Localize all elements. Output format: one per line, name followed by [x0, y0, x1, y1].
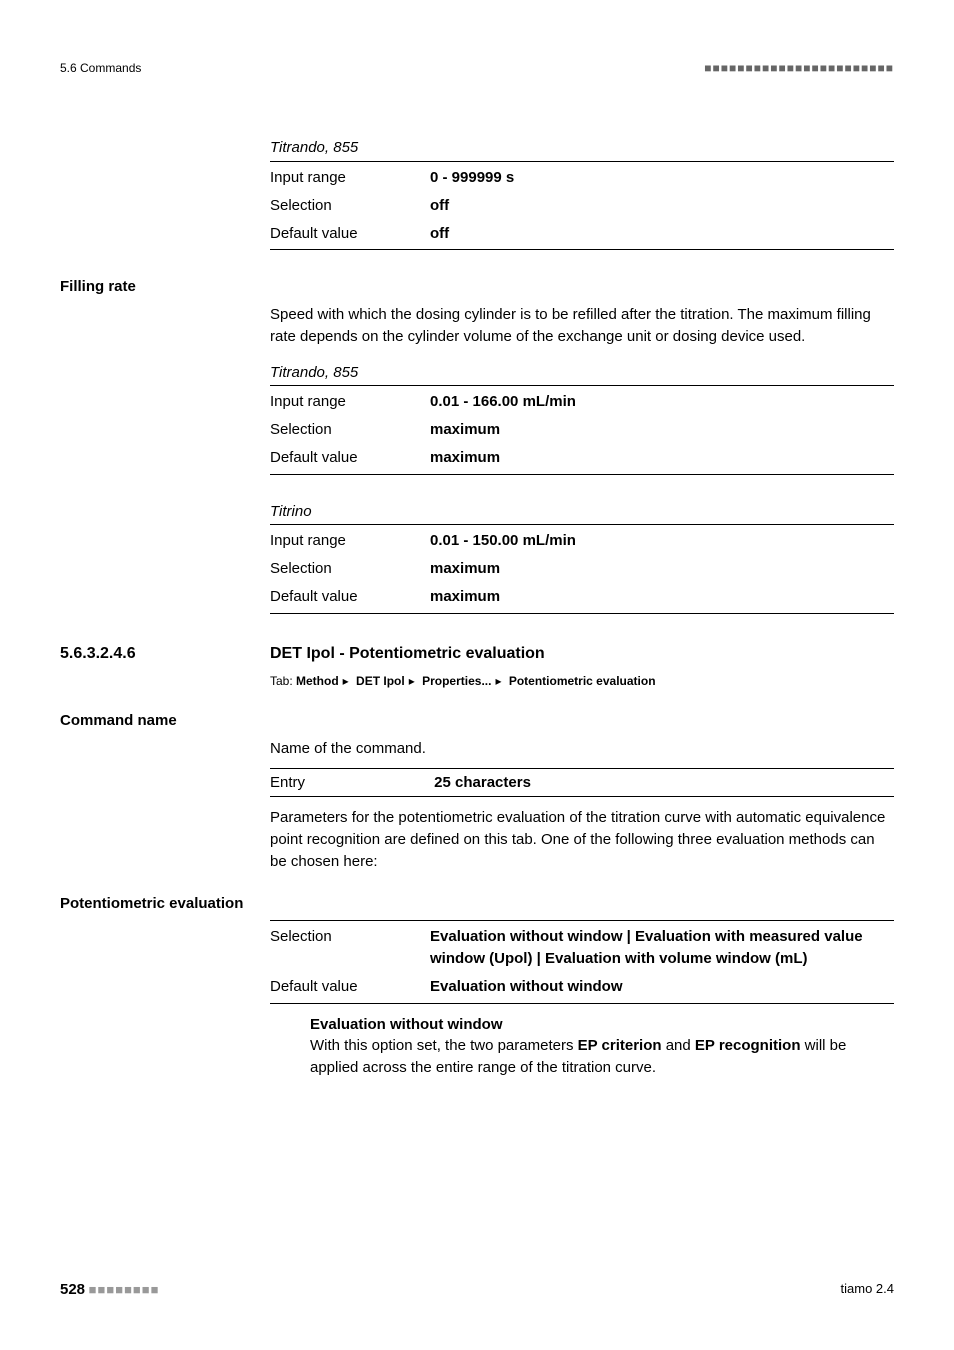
param-value: Evaluation without window | Evaluation w… [430, 923, 894, 973]
table-row: Default valueEvaluation without window [270, 973, 894, 1001]
text-span: and [662, 1037, 695, 1054]
param-value: maximum [430, 555, 894, 583]
tab-part: Method [296, 674, 339, 688]
param-value: 0 - 999999 s [430, 164, 894, 192]
param-value: maximum [430, 444, 894, 472]
sub-paragraph: With this option set, the two parameters… [310, 1035, 894, 1079]
entry-label: Entry [270, 772, 430, 794]
table-row: Selectionmaximum [270, 416, 894, 444]
device-label: Titrando, 855 [270, 362, 894, 384]
entry-row: Entry 25 characters [270, 768, 894, 798]
entry-value: 25 characters [434, 774, 531, 791]
rule [270, 920, 894, 921]
tab-part: Properties... [422, 674, 491, 688]
rule [270, 249, 894, 250]
param-table: Input range0 - 999999 s Selectionoff Def… [270, 164, 894, 247]
param-label: Default value [270, 444, 430, 472]
bold-term: EP criterion [578, 1037, 662, 1054]
text-span: With this option set, the two parameters [310, 1037, 578, 1054]
param-value: off [430, 220, 894, 248]
arrow-icon: ▸ [405, 674, 419, 688]
param-label: Default value [270, 583, 430, 611]
param-table: Input range0.01 - 166.00 mL/min Selectio… [270, 388, 894, 471]
header-dots: ■■■■■■■■■■■■■■■■■■■■■■■ [704, 60, 894, 77]
table-row: Default valuemaximum [270, 444, 894, 472]
sub-heading: Evaluation without window [310, 1014, 894, 1036]
table-row: Selectionoff [270, 192, 894, 220]
arrow-icon: ▸ [339, 674, 353, 688]
table-row: Input range0.01 - 150.00 mL/min [270, 527, 894, 555]
rule [270, 613, 894, 614]
table-row: Input range0.01 - 166.00 mL/min [270, 388, 894, 416]
param-value: 0.01 - 166.00 mL/min [430, 388, 894, 416]
filling-rate-description: Speed with which the dosing cylinder is … [270, 304, 894, 348]
arrow-icon: ▸ [491, 674, 505, 688]
heading-command-name: Command name [60, 710, 894, 732]
bold-term: EP recognition [695, 1037, 801, 1054]
group-titrando-855-2: Titrando, 855 Input range0.01 - 166.00 m… [270, 362, 894, 475]
numbered-section-heading: 5.6.3.2.4.6 DET Ipol - Potentiometric ev… [60, 642, 894, 665]
param-label: Default value [270, 220, 430, 248]
footer-dots: ■■■■■■■■ [89, 1282, 160, 1297]
page-header: 5.6 Commands ■■■■■■■■■■■■■■■■■■■■■■■ [60, 60, 894, 77]
param-table: SelectionEvaluation without window | Eva… [270, 923, 894, 1000]
page-number: 528 [60, 1281, 85, 1298]
table-row: Default valuemaximum [270, 583, 894, 611]
heading-filling-rate: Filling rate [60, 276, 894, 298]
param-label: Input range [270, 388, 430, 416]
footer-right: tiamo 2.4 [841, 1280, 894, 1299]
param-label: Selection [270, 555, 430, 583]
param-label: Input range [270, 164, 430, 192]
param-value: off [430, 192, 894, 220]
group-titrino: Titrino Input range0.01 - 150.00 mL/min … [270, 501, 894, 614]
table-row: SelectionEvaluation without window | Eva… [270, 923, 894, 973]
tab-prefix: Tab: [270, 674, 296, 688]
device-label: Titrando, 855 [270, 137, 894, 159]
evaluation-without-window-block: Evaluation without window With this opti… [310, 1014, 894, 1079]
heading-potentiometric-evaluation: Potentiometric evaluation [60, 893, 894, 915]
rule [270, 1003, 894, 1004]
param-table: Input range0.01 - 150.00 mL/min Selectio… [270, 527, 894, 610]
table-row: Default valueoff [270, 220, 894, 248]
page-footer: 528 ■■■■■■■■ tiamo 2.4 [60, 1279, 894, 1301]
section-title: DET Ipol - Potentiometric evaluation [270, 642, 545, 665]
table-row: Selectionmaximum [270, 555, 894, 583]
command-name-paragraph: Parameters for the potentiometric evalua… [270, 807, 894, 872]
param-value: maximum [430, 583, 894, 611]
rule [270, 474, 894, 475]
group-titrando-855-1: Titrando, 855 Input range0 - 999999 s Se… [270, 137, 894, 250]
rule [270, 385, 894, 386]
param-value: 0.01 - 150.00 mL/min [430, 527, 894, 555]
group-potentiometric: SelectionEvaluation without window | Eva… [270, 920, 894, 1003]
header-left: 5.6 Commands [60, 60, 141, 77]
device-label: Titrino [270, 501, 894, 523]
tab-part: Potentiometric evaluation [509, 674, 656, 688]
footer-left: 528 ■■■■■■■■ [60, 1279, 159, 1301]
param-label: Default value [270, 973, 430, 1001]
command-name-description: Name of the command. [270, 738, 894, 760]
param-value: maximum [430, 416, 894, 444]
param-label: Selection [270, 192, 430, 220]
rule [270, 161, 894, 162]
section-number: 5.6.3.2.4.6 [60, 642, 270, 665]
tab-path: Tab: Method▸ DET Ipol▸ Properties...▸ Po… [270, 673, 894, 690]
param-label: Selection [270, 923, 430, 973]
param-label: Selection [270, 416, 430, 444]
rule [270, 524, 894, 525]
table-row: Input range0 - 999999 s [270, 164, 894, 192]
param-value: Evaluation without window [430, 973, 894, 1001]
tab-part: DET Ipol [356, 674, 405, 688]
param-label: Input range [270, 527, 430, 555]
